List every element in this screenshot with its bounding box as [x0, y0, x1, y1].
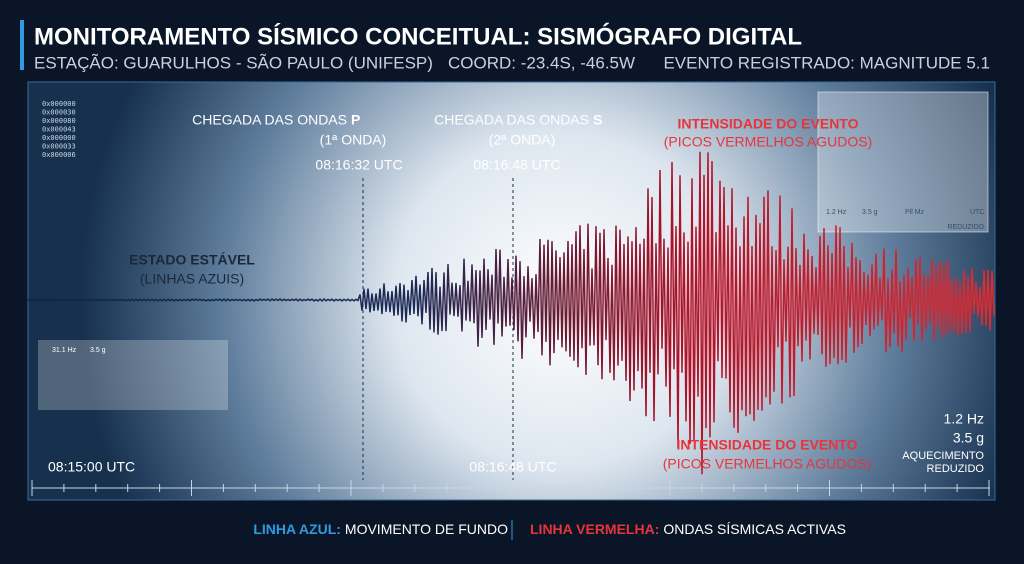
steady-label: ESTADO ESTÁVEL: [129, 252, 255, 268]
time-label: 08:15:00 UTC: [48, 459, 135, 475]
readout-line: AQUECIMENTO: [902, 450, 984, 462]
p-time: 08:16:32 UTC: [315, 157, 402, 173]
event: EVENTO REGISTRADO: MAGNITUDE 5.1: [663, 53, 990, 72]
steady-sub: (LINHAS AZUIS): [140, 271, 244, 287]
intensity-label: INTENSIDADE DO EVENTO: [677, 437, 858, 453]
hex-line: 0x000043: [42, 126, 76, 134]
accent-bar: [20, 20, 24, 70]
mini-panel: [817, 91, 989, 233]
waveform: [27, 151, 995, 475]
readout-accel: 3.5 g: [953, 430, 984, 446]
legend-key: LINHA AZUL: MOVIMENTO DE FUNDO: [253, 521, 508, 537]
intensity-sub: (PICOS VERMELHOS AGUDOS): [663, 456, 871, 472]
mini-label: 3.5 g: [90, 347, 106, 354]
s-time: 08:16:48 UTC: [473, 157, 560, 173]
ruler: [31, 480, 990, 496]
p-sub: (1ª ONDA): [320, 132, 387, 148]
title: MONITORAMENTO SÍSMICO CONCEITUAL: SISMÓG…: [34, 22, 802, 50]
p-label: CHEGADA DAS ONDAS: [192, 112, 347, 128]
s-label: CHEGADA DAS ONDAS: [434, 112, 589, 128]
mini-label: 1.2 Hz: [826, 209, 847, 216]
hex-line: 0x000080: [42, 117, 76, 125]
mini-label: 3.5 g: [862, 209, 878, 216]
mini-label: UTC: [970, 209, 984, 216]
hex-list: 0x0000000x0000300x0000800x0000430x000000…: [42, 100, 76, 159]
mini-label: 31.1 Hz: [52, 347, 77, 354]
readout-line: REDUZIDO: [927, 463, 985, 475]
hex-line: 0x000033: [42, 143, 76, 151]
station: ESTAÇÃO: GUARULHOS - SÃO PAULO (UNIFESP): [34, 53, 433, 72]
mini-panel-labels: 31.1 Hz 3.5 g: [52, 347, 106, 354]
time-label: 08:16:48 UTC: [469, 459, 556, 475]
hex-line: 0x000000: [42, 134, 76, 142]
mini-panel: [38, 340, 228, 410]
p-letter: P: [351, 112, 360, 128]
mini-label: Pll Mz: [905, 209, 925, 216]
s-letter: S: [593, 112, 602, 128]
s-sub: (2ª ONDA): [489, 132, 556, 148]
legend-key: LINHA VERMELHA: ONDAS SÍSMICAS ACTIVAS: [530, 521, 846, 537]
mini-panel-labels: 1.2 Hz 3.5 g Pll Mz UTC REDUZIDO: [826, 209, 985, 231]
intensity-label: INTENSIDADE DO EVENTO: [678, 116, 859, 132]
coords: COORD: -23.4S, -46.5W: [448, 53, 635, 72]
intensity-sub: (PICOS VERMELHOS AGUDOS): [664, 134, 872, 150]
readout-freq: 1.2 Hz: [944, 411, 984, 427]
hex-line: 0x000000: [42, 100, 76, 108]
hex-line: 0x000030: [42, 109, 76, 117]
mini-label: REDUZIDO: [947, 224, 984, 231]
hex-line: 0x000006: [42, 151, 76, 159]
